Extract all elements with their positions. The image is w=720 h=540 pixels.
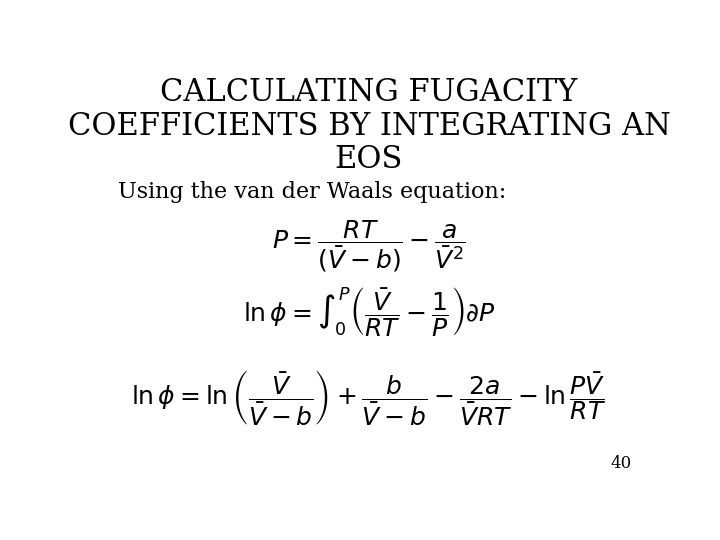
Text: Using the van der Waals equation:: Using the van der Waals equation: xyxy=(118,181,506,203)
Text: EOS: EOS xyxy=(335,144,403,175)
Text: 40: 40 xyxy=(610,455,631,472)
Text: CALCULATING FUGACITY: CALCULATING FUGACITY xyxy=(161,77,577,109)
Text: $P = \dfrac{RT}{\left(\bar{V} - b\right)} - \dfrac{a}{\bar{V}^2}$: $P = \dfrac{RT}{\left(\bar{V} - b\right)… xyxy=(272,219,466,274)
Text: COEFFICIENTS BY INTEGRATING AN: COEFFICIENTS BY INTEGRATING AN xyxy=(68,111,670,141)
Text: $\ln \phi = \int_0^P \left( \dfrac{\bar{V}}{RT} - \dfrac{1}{P} \right) \partial : $\ln \phi = \int_0^P \left( \dfrac{\bar{… xyxy=(243,285,495,339)
Text: $\ln \phi = \ln \left( \dfrac{\bar{V}}{\bar{V} - b} \right) + \dfrac{b}{\bar{V} : $\ln \phi = \ln \left( \dfrac{\bar{V}}{\… xyxy=(132,368,606,427)
